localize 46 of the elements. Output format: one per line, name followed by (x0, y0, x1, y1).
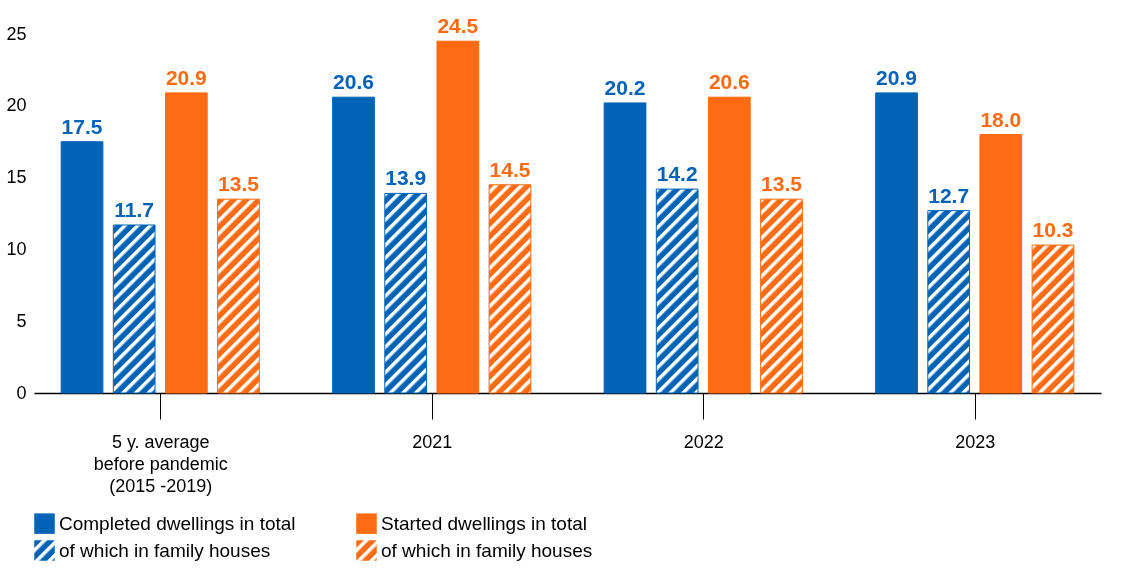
data-label: 18.0 (980, 107, 1022, 131)
bar (603, 102, 647, 394)
data-label: 13.9 (385, 166, 427, 190)
bar (707, 96, 751, 394)
data-label: 20.9 (165, 65, 207, 89)
data-label: 14.2 (656, 162, 698, 186)
data-label: 14.5 (489, 157, 531, 181)
x-tick-label: 5 y. average before pandemic (2015 -2019) (93, 431, 228, 496)
data-label: 20.6 (708, 70, 750, 94)
data-label: 24.5 (437, 14, 479, 38)
y-tick-label: 5 (16, 310, 27, 331)
bar (979, 134, 1023, 394)
bar (875, 92, 918, 394)
y-tick-label: 15 (6, 167, 27, 188)
legend-label: Completed dwellings in total (59, 512, 296, 534)
bar (927, 210, 971, 394)
x-tick-label: 2023 (955, 431, 996, 452)
x-tick-label: 2021 (412, 431, 453, 452)
bar (217, 198, 260, 394)
bar (60, 141, 104, 394)
legend-label: of which in family houses (59, 539, 271, 561)
data-label: 11.7 (114, 197, 155, 221)
bar (1031, 244, 1075, 394)
bar (436, 40, 480, 394)
data-label: 13.5 (218, 172, 260, 196)
data-label: 20.9 (876, 65, 917, 89)
data-label: 12.7 (928, 183, 970, 207)
x-tick-label: 2022 (683, 431, 724, 452)
bar (332, 96, 375, 394)
bar (112, 224, 156, 394)
data-label: 10.3 (1032, 218, 1074, 242)
bar (760, 198, 803, 394)
y-tick-label: 20 (6, 95, 27, 116)
bar (164, 92, 208, 394)
y-tick-label: 10 (6, 238, 27, 259)
y-tick-label: 0 (16, 382, 27, 403)
bar (384, 192, 428, 394)
legend-label: of which in family houses (381, 539, 593, 561)
bar (655, 188, 699, 394)
legend-label: Started dwellings in total (381, 512, 587, 534)
data-label: 17.5 (61, 114, 103, 138)
data-label: 20.6 (333, 70, 374, 94)
y-tick-label: 25 (6, 23, 27, 44)
data-label: 13.5 (761, 172, 803, 196)
bar (488, 184, 532, 394)
data-label: 20.2 (604, 75, 646, 99)
